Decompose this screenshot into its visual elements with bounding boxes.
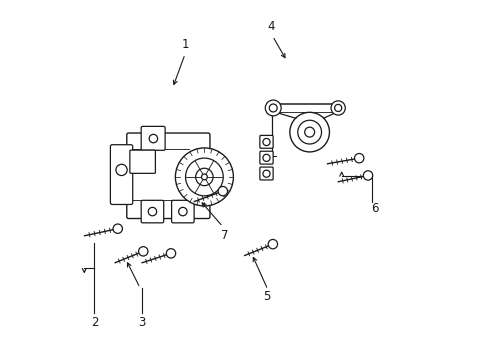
FancyBboxPatch shape (259, 167, 273, 180)
Circle shape (148, 207, 156, 216)
Text: 7: 7 (221, 229, 228, 242)
Circle shape (263, 139, 269, 145)
Circle shape (263, 170, 269, 177)
FancyBboxPatch shape (259, 135, 273, 148)
Circle shape (201, 174, 207, 180)
Text: 4: 4 (266, 21, 274, 33)
Text: 5: 5 (263, 291, 270, 303)
Text: 1: 1 (181, 39, 188, 51)
Circle shape (178, 207, 187, 216)
FancyBboxPatch shape (130, 150, 155, 174)
Text: 3: 3 (138, 316, 145, 329)
Circle shape (263, 154, 269, 161)
Circle shape (363, 171, 372, 180)
Circle shape (289, 112, 329, 152)
FancyBboxPatch shape (110, 145, 132, 204)
Circle shape (269, 104, 277, 112)
Circle shape (138, 247, 148, 256)
Circle shape (175, 148, 233, 206)
Text: 2: 2 (91, 316, 99, 329)
Circle shape (116, 164, 127, 176)
Circle shape (166, 249, 175, 258)
Text: 6: 6 (370, 202, 378, 215)
Circle shape (218, 186, 227, 196)
Circle shape (265, 100, 281, 116)
Circle shape (267, 239, 277, 249)
FancyBboxPatch shape (259, 151, 273, 164)
Circle shape (354, 153, 363, 163)
Circle shape (304, 127, 314, 137)
FancyBboxPatch shape (141, 200, 163, 223)
Circle shape (185, 158, 223, 196)
Circle shape (195, 168, 213, 186)
Circle shape (149, 134, 157, 143)
FancyBboxPatch shape (171, 200, 194, 223)
FancyBboxPatch shape (141, 126, 165, 150)
Circle shape (330, 101, 345, 115)
Circle shape (113, 224, 122, 233)
Circle shape (334, 104, 341, 112)
Circle shape (297, 120, 321, 144)
